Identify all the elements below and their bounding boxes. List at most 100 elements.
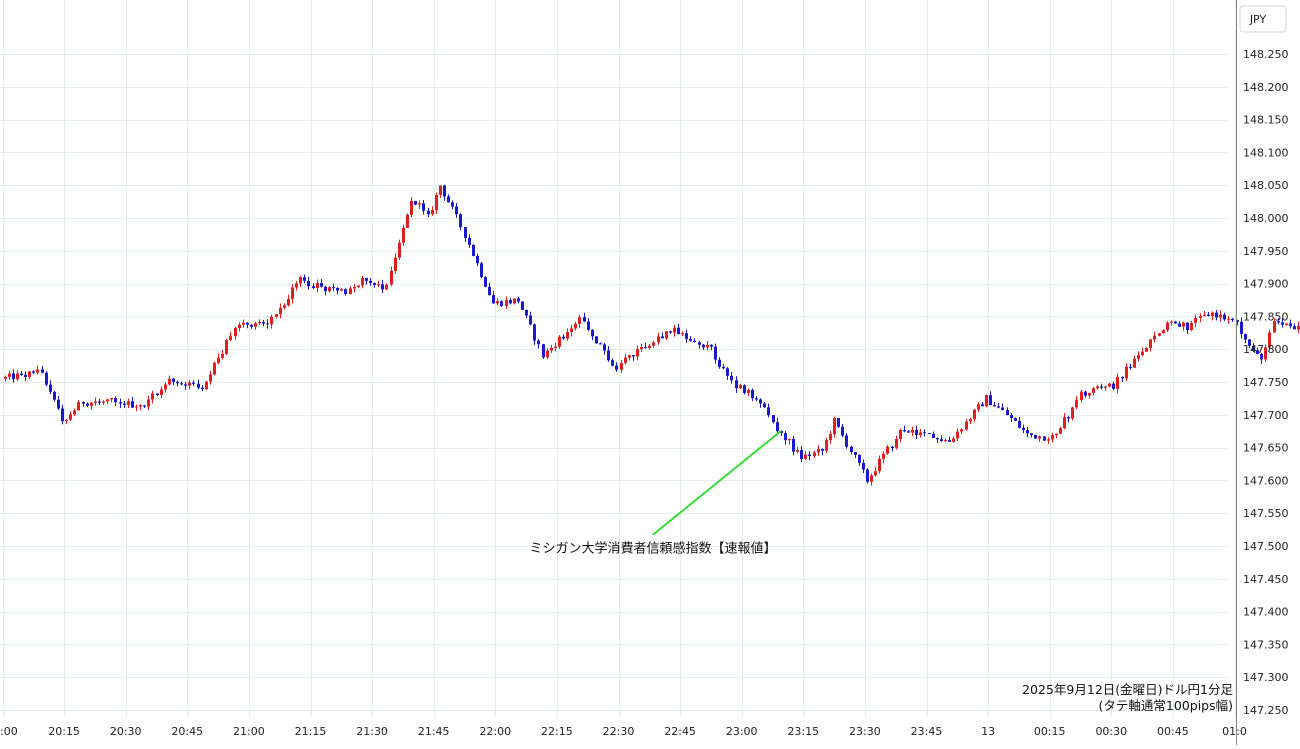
candle-up <box>258 319 261 325</box>
candle-up <box>804 451 807 461</box>
grid-lines <box>0 0 1236 718</box>
candle-down <box>246 322 249 329</box>
candle-up <box>16 370 19 381</box>
candle-up <box>275 313 278 319</box>
candle-up <box>496 298 499 306</box>
currency-badge[interactable] <box>1239 5 1287 33</box>
candle-body <box>743 385 746 393</box>
candle-down <box>82 401 85 407</box>
candle-down <box>698 340 701 349</box>
candle-up <box>960 428 963 435</box>
candle-body <box>813 452 816 457</box>
candle-body <box>53 391 56 400</box>
candle-body <box>28 371 31 378</box>
candle-body <box>1227 318 1230 320</box>
candle-up <box>956 428 959 441</box>
candle-body <box>722 366 725 369</box>
candle-body <box>279 307 282 315</box>
candle-down <box>866 468 869 484</box>
candle-down <box>143 405 146 409</box>
candle-body <box>431 209 434 215</box>
candle-body <box>1231 318 1234 321</box>
candle-body <box>747 389 750 393</box>
candle-up <box>390 266 393 287</box>
candle-body <box>825 439 828 451</box>
candle-body <box>398 242 401 258</box>
candle-down <box>472 244 475 257</box>
candle-body <box>763 403 766 408</box>
candle-body <box>369 280 372 284</box>
candle-body <box>332 287 335 289</box>
candle-body <box>24 374 27 378</box>
candle-up <box>899 428 902 443</box>
candle-body <box>1034 434 1037 439</box>
candle-body <box>928 433 931 435</box>
time-tick-label: 20:15 <box>48 725 80 738</box>
candle-down <box>562 334 565 340</box>
candle-up <box>299 275 302 288</box>
candle-body <box>566 331 569 339</box>
candle-down <box>414 200 417 206</box>
candle-body <box>1145 347 1148 352</box>
candle-body <box>188 382 191 386</box>
candle-up <box>1104 385 1107 391</box>
candle-body <box>673 327 676 333</box>
price-tick-label: 148.100 <box>1243 146 1289 159</box>
candle-body <box>521 301 524 310</box>
candle-body <box>1059 428 1062 434</box>
candle-down <box>266 319 269 329</box>
price-tick-label: 147.350 <box>1243 638 1289 651</box>
candle-body <box>628 355 631 358</box>
candle-body <box>197 383 200 388</box>
candle-down <box>57 395 60 410</box>
candle-body <box>1223 314 1226 320</box>
candle-up <box>349 286 352 295</box>
candle-body <box>1092 388 1095 393</box>
candle-down <box>800 445 803 463</box>
candle-body <box>911 429 914 433</box>
candle-body <box>772 415 775 423</box>
candle-body <box>542 344 545 358</box>
candle-body <box>611 360 614 366</box>
candle-body <box>886 446 889 454</box>
candle-body <box>862 462 865 470</box>
candle-up <box>952 436 955 444</box>
candle-down <box>336 287 339 295</box>
candle-body <box>652 342 655 346</box>
candle-body <box>344 289 347 295</box>
candle-up <box>578 314 581 329</box>
candle-down <box>854 451 857 459</box>
candle-down <box>156 393 159 397</box>
candle-body <box>1256 350 1259 354</box>
candle-body <box>238 324 241 329</box>
candle-body <box>476 255 479 264</box>
price-tick-label: 147.400 <box>1243 606 1289 619</box>
candle-body <box>1297 325 1300 330</box>
candle-body <box>882 453 885 459</box>
candles <box>4 184 1300 486</box>
time-tick-label: 21:00 <box>233 725 265 738</box>
candle-up <box>1125 363 1128 382</box>
candle-body <box>147 399 150 407</box>
candle-body <box>8 373 11 377</box>
candle-down <box>32 370 35 375</box>
price-tick-label: 147.950 <box>1243 245 1289 258</box>
candle-body <box>1071 407 1074 419</box>
candle-body <box>808 454 811 457</box>
price-tick-label: 147.850 <box>1243 310 1289 323</box>
candle-body <box>1252 345 1255 351</box>
candle-body <box>316 283 319 288</box>
candle-up <box>188 380 191 390</box>
candle-body <box>1112 383 1115 389</box>
candle-down <box>53 390 56 402</box>
candle-up <box>624 354 627 365</box>
candle-down <box>20 370 23 376</box>
candle-down <box>714 343 717 364</box>
candle-body <box>874 471 877 476</box>
candle-down <box>915 425 918 440</box>
candle-up <box>242 319 245 328</box>
candle-body <box>488 286 491 296</box>
candle-down <box>61 404 64 425</box>
candle-body <box>1001 407 1004 411</box>
